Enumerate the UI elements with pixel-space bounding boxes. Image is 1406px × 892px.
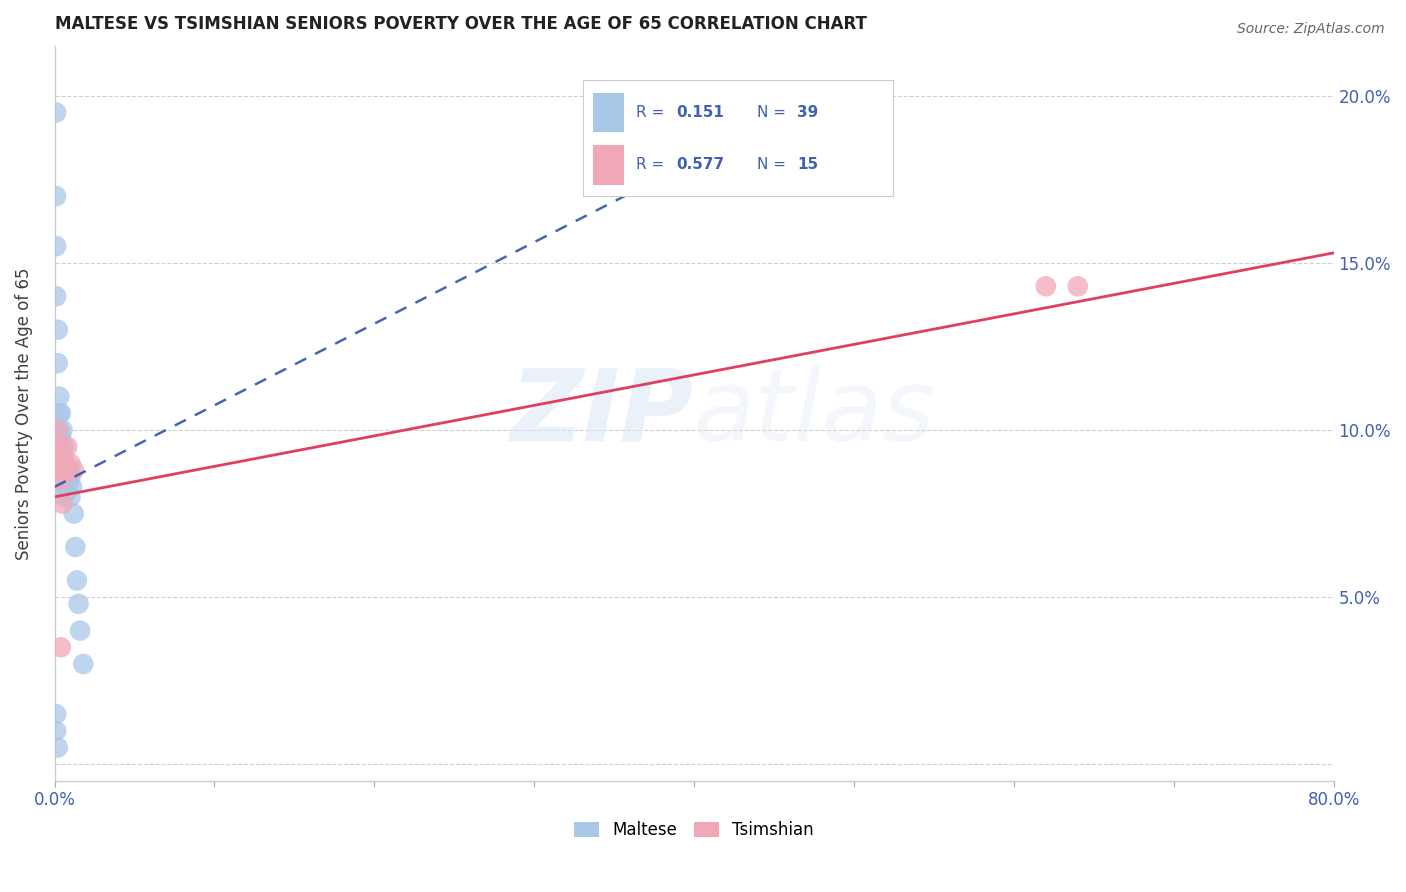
Point <box>45 289 67 303</box>
FancyBboxPatch shape <box>593 93 624 132</box>
Point <box>45 723 67 738</box>
Point <box>58 476 80 491</box>
Point <box>49 430 72 444</box>
Text: N =: N = <box>756 105 790 120</box>
Point <box>59 490 82 504</box>
Point <box>58 463 80 477</box>
Point <box>55 463 77 477</box>
Point <box>49 406 72 420</box>
Point <box>51 423 73 437</box>
Point <box>65 540 87 554</box>
Point <box>49 450 72 464</box>
Point <box>62 463 84 477</box>
Point <box>46 457 69 471</box>
Point <box>56 467 79 481</box>
Point <box>46 423 69 437</box>
Text: 0.151: 0.151 <box>676 105 724 120</box>
Point <box>51 443 73 458</box>
Point <box>49 457 72 471</box>
FancyBboxPatch shape <box>593 145 624 185</box>
Point <box>45 105 67 120</box>
Point <box>48 440 70 454</box>
Text: 39: 39 <box>797 105 818 120</box>
Point <box>59 470 82 484</box>
Point <box>55 483 77 498</box>
Point <box>59 457 82 471</box>
Point <box>62 507 84 521</box>
Point <box>56 483 79 498</box>
Point <box>53 440 76 454</box>
Text: MALTESE VS TSIMSHIAN SENIORS POVERTY OVER THE AGE OF 65 CORRELATION CHART: MALTESE VS TSIMSHIAN SENIORS POVERTY OVE… <box>55 15 866 33</box>
Point <box>45 189 67 203</box>
Point <box>60 480 83 494</box>
Point <box>56 440 79 454</box>
Point <box>67 597 90 611</box>
Point <box>53 470 76 484</box>
Point <box>45 440 67 454</box>
Point <box>53 457 76 471</box>
Text: ZIP: ZIP <box>512 365 695 462</box>
Point <box>49 473 72 487</box>
Point <box>51 497 73 511</box>
Text: R =: R = <box>636 157 669 172</box>
Point <box>46 440 69 454</box>
Point <box>51 463 73 477</box>
Point <box>45 707 67 722</box>
Text: Source: ZipAtlas.com: Source: ZipAtlas.com <box>1237 22 1385 37</box>
Point <box>45 239 67 253</box>
Point <box>48 423 70 437</box>
Point <box>69 624 91 638</box>
Text: atlas: atlas <box>695 365 936 462</box>
Legend: Maltese, Tsimshian: Maltese, Tsimshian <box>568 814 821 847</box>
Point <box>46 740 69 755</box>
Point <box>51 463 73 477</box>
Point <box>48 390 70 404</box>
Point <box>48 406 70 420</box>
Text: 15: 15 <box>797 157 818 172</box>
Point <box>48 463 70 477</box>
Point <box>49 640 72 655</box>
Text: R =: R = <box>636 105 669 120</box>
Point <box>1035 279 1057 293</box>
Point <box>66 574 89 588</box>
Point <box>1067 279 1090 293</box>
Text: 0.577: 0.577 <box>676 157 724 172</box>
Point <box>72 657 94 671</box>
Point <box>55 457 77 471</box>
Text: N =: N = <box>756 157 790 172</box>
Point <box>46 323 69 337</box>
Y-axis label: Seniors Poverty Over the Age of 65: Seniors Poverty Over the Age of 65 <box>15 267 32 559</box>
Point <box>53 490 76 504</box>
Point <box>46 356 69 370</box>
